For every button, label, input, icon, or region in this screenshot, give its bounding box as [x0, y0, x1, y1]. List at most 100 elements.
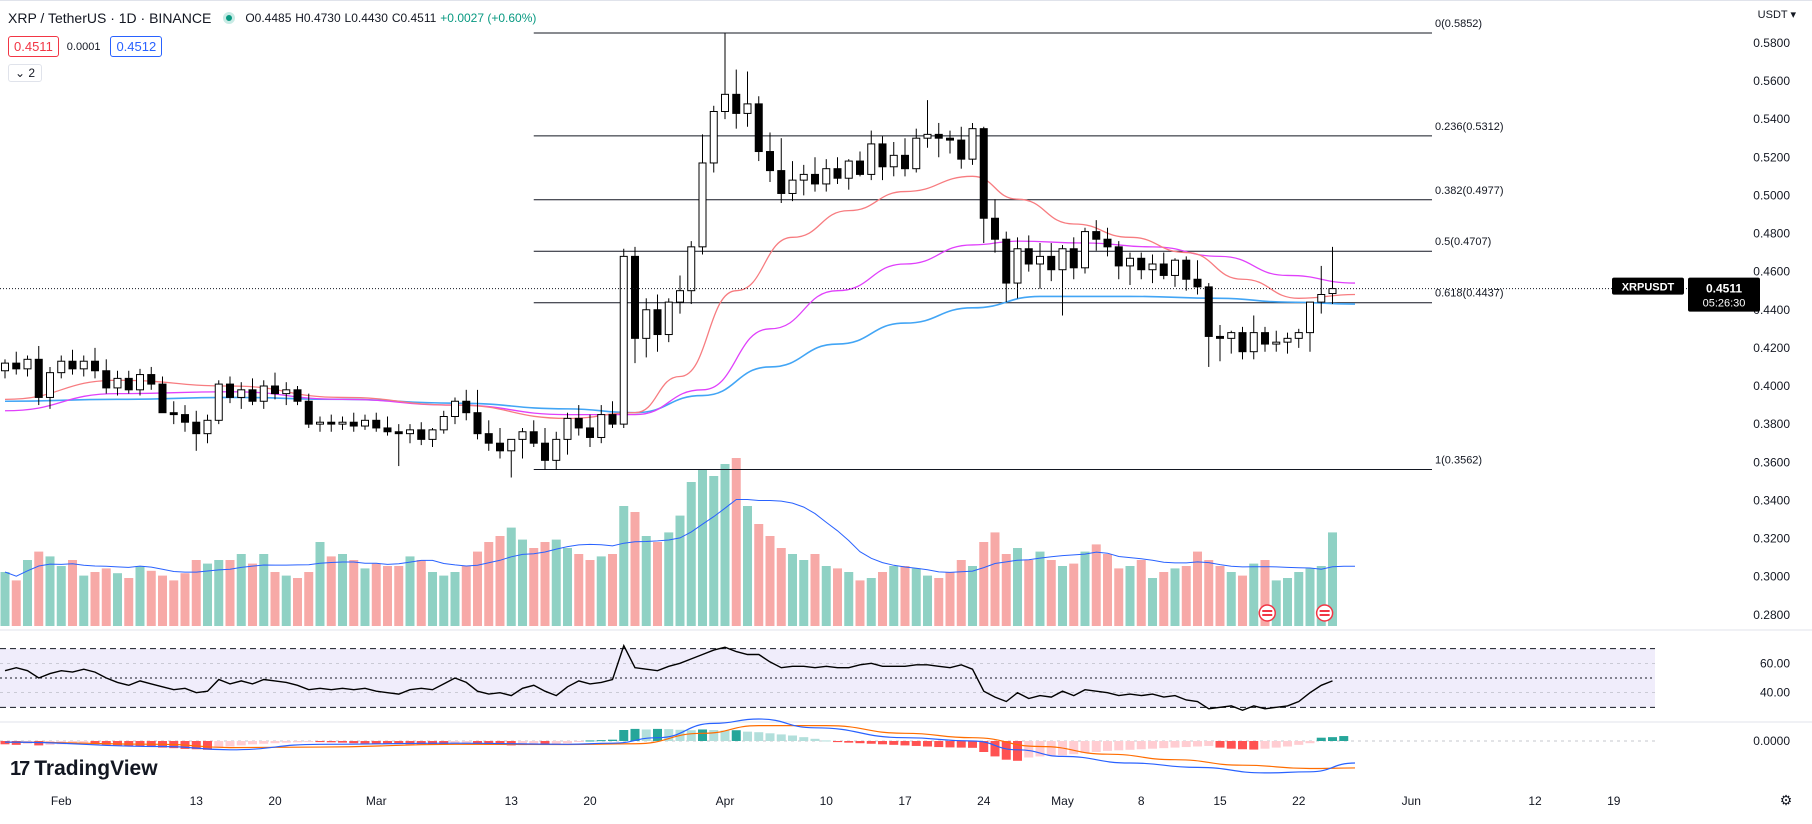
price-label-box: [1688, 277, 1760, 312]
us-flag-stripe: [1262, 614, 1273, 616]
volume-bar: [788, 554, 797, 626]
x-axis-tick: 20: [268, 794, 282, 808]
volume-bar: [1181, 566, 1191, 626]
macd-signal-line: [4, 724, 1356, 770]
macd-histogram-bar: [90, 741, 100, 745]
candle-body: [271, 385, 279, 395]
macd-histogram-bar: [461, 741, 471, 744]
candle-body: [203, 419, 212, 435]
settings-gear-icon[interactable]: ⚙: [1780, 792, 1793, 808]
candle-body: [507, 438, 516, 452]
candle-body: [1013, 248, 1022, 284]
market-status-icon[interactable]: [223, 12, 236, 24]
macd-histogram-bar: [416, 741, 426, 745]
buy-button[interactable]: 0.4512: [110, 36, 163, 57]
volume-bar: [1114, 568, 1124, 626]
macd-histogram-bar: [101, 741, 111, 745]
candle-body: [698, 162, 707, 248]
candle-body: [293, 389, 302, 402]
volume-bar: [1080, 551, 1090, 626]
volume-bar: [1204, 560, 1214, 626]
us-flag-stripe: [1319, 610, 1330, 612]
candle-body: [406, 429, 414, 435]
rsi-tick: 40.00: [1760, 686, 1790, 700]
candle-body: [79, 360, 88, 370]
tradingview-logo[interactable]: 17 TradingView: [10, 757, 158, 781]
sell-button[interactable]: 0.4511: [8, 36, 59, 57]
macd-histogram-bar: [630, 728, 640, 741]
macd-histogram-bar: [1316, 737, 1326, 741]
ticker-label: XRPUSDT: [1622, 282, 1675, 294]
x-axis-tick: 10: [820, 794, 834, 808]
candle-body: [743, 103, 752, 114]
candle-body: [732, 93, 741, 114]
macd-histogram-bar: [326, 741, 336, 743]
volume-bar: [675, 515, 685, 626]
macd-histogram-bar: [776, 734, 786, 741]
y-axis-tick: 0.4600: [1753, 265, 1790, 279]
symbol-title[interactable]: XRP / TetherUS · 1D · BINANCE: [8, 10, 212, 26]
candle-body: [1171, 259, 1179, 276]
candle-body: [1092, 231, 1101, 240]
candle-body: [147, 374, 156, 385]
candle-body: [642, 309, 651, 339]
macd-histogram-bar: [293, 741, 302, 743]
candle-body: [1238, 332, 1247, 353]
candle-body: [529, 431, 538, 444]
indicators-toggle-button[interactable]: ⌄ 2: [8, 64, 43, 82]
candle-body: [23, 358, 32, 370]
macd-histogram-bar: [698, 729, 707, 741]
macd-histogram-bar: [1125, 741, 1135, 750]
candle-body: [439, 416, 448, 431]
volume-ma-line: [4, 499, 1355, 577]
volume-bar: [1283, 578, 1292, 626]
y-axis-tick: 0.3800: [1753, 417, 1790, 431]
candle-body: [372, 419, 381, 429]
macd-histogram-bar: [1339, 736, 1349, 741]
macd-histogram-bar: [720, 730, 730, 741]
volume-bar: [698, 470, 707, 626]
volume-bar: [225, 560, 235, 626]
candle-body: [1306, 301, 1314, 334]
currency-dropdown[interactable]: USDT ▾: [1757, 9, 1796, 21]
fib-level-label: 0(0.5852): [1435, 18, 1482, 30]
candle-body: [574, 417, 583, 429]
macd-histogram-bar: [956, 741, 966, 748]
volume-bar: [979, 542, 989, 626]
volume-bar: [11, 580, 21, 626]
fib-level-label: 1(0.3562): [1435, 454, 1482, 466]
macd-histogram-bar: [844, 741, 854, 743]
volume-bar: [563, 548, 572, 626]
x-axis-tick: Apr: [716, 794, 735, 808]
volume-bar: [1215, 566, 1225, 626]
y-axis-tick: 0.5200: [1753, 150, 1790, 164]
volume-bar: [383, 566, 392, 626]
candle-body: [496, 442, 504, 452]
candle-body: [91, 360, 99, 372]
candle-body: [1182, 259, 1191, 280]
macd-histogram-bar: [1215, 741, 1225, 748]
volume-bar: [934, 578, 944, 626]
volume-bar: [1249, 563, 1259, 626]
volume-bar: [248, 563, 257, 626]
candle-body: [844, 160, 853, 179]
candle-body: [1204, 286, 1213, 337]
candle-body: [687, 246, 696, 292]
volume-bar: [866, 578, 876, 626]
candle-body: [383, 427, 392, 433]
candle-body: [563, 417, 572, 440]
candle-body: [552, 438, 561, 461]
macd-histogram-bar: [934, 741, 944, 748]
volume-bar: [529, 548, 539, 626]
rsi-line: [4, 643, 1333, 712]
candle-body: [462, 400, 471, 414]
macd-histogram-bar: [754, 732, 764, 741]
candle-body: [1227, 332, 1236, 339]
y-axis-tick: 0.3000: [1753, 570, 1790, 584]
candle-body: [1216, 335, 1224, 339]
candle-body: [822, 168, 831, 185]
candle-body: [631, 255, 639, 339]
macd-histogram-bar: [664, 729, 674, 741]
